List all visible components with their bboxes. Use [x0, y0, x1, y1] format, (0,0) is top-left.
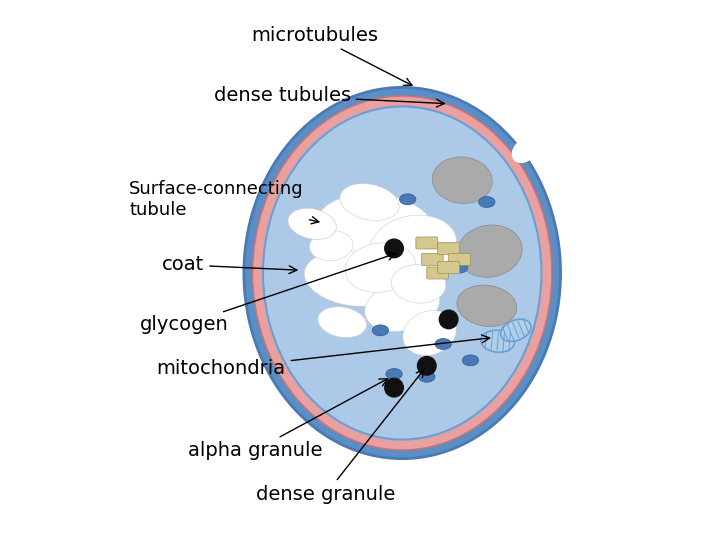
- Ellipse shape: [432, 157, 492, 204]
- Ellipse shape: [457, 285, 517, 327]
- Ellipse shape: [304, 251, 402, 306]
- Ellipse shape: [479, 197, 495, 207]
- FancyBboxPatch shape: [422, 253, 443, 265]
- FancyBboxPatch shape: [438, 242, 459, 254]
- Circle shape: [385, 378, 403, 397]
- Ellipse shape: [315, 194, 435, 265]
- Text: dense granule: dense granule: [256, 369, 424, 503]
- Text: alpha granule: alpha granule: [188, 379, 387, 460]
- Ellipse shape: [263, 106, 542, 440]
- Ellipse shape: [386, 369, 402, 379]
- Ellipse shape: [451, 262, 467, 273]
- Ellipse shape: [457, 225, 522, 277]
- Text: coat: coat: [162, 256, 297, 274]
- Ellipse shape: [370, 215, 456, 276]
- Ellipse shape: [512, 137, 539, 163]
- Text: glycogen: glycogen: [140, 252, 395, 334]
- Ellipse shape: [372, 325, 389, 336]
- Ellipse shape: [403, 311, 456, 355]
- Ellipse shape: [501, 319, 531, 341]
- FancyBboxPatch shape: [427, 267, 448, 279]
- Ellipse shape: [340, 183, 399, 221]
- Text: Surface-connecting
tubule: Surface-connecting tubule: [130, 180, 319, 224]
- Ellipse shape: [244, 87, 561, 459]
- Ellipse shape: [435, 339, 451, 349]
- Text: microtubules: microtubules: [251, 26, 412, 85]
- Ellipse shape: [392, 265, 446, 303]
- Ellipse shape: [288, 209, 336, 239]
- Ellipse shape: [365, 280, 440, 331]
- Ellipse shape: [400, 194, 416, 205]
- Circle shape: [385, 239, 403, 258]
- FancyBboxPatch shape: [416, 237, 438, 249]
- Ellipse shape: [318, 307, 366, 337]
- Ellipse shape: [481, 330, 515, 352]
- Ellipse shape: [253, 96, 552, 450]
- FancyBboxPatch shape: [438, 262, 459, 274]
- FancyBboxPatch shape: [448, 253, 470, 265]
- Ellipse shape: [419, 371, 435, 382]
- Ellipse shape: [345, 243, 416, 292]
- Ellipse shape: [462, 355, 479, 366]
- Circle shape: [440, 310, 458, 329]
- Ellipse shape: [309, 230, 353, 261]
- Text: mitochondria: mitochondria: [157, 335, 490, 378]
- Text: dense tubules: dense tubules: [213, 86, 444, 107]
- Circle shape: [418, 357, 436, 375]
